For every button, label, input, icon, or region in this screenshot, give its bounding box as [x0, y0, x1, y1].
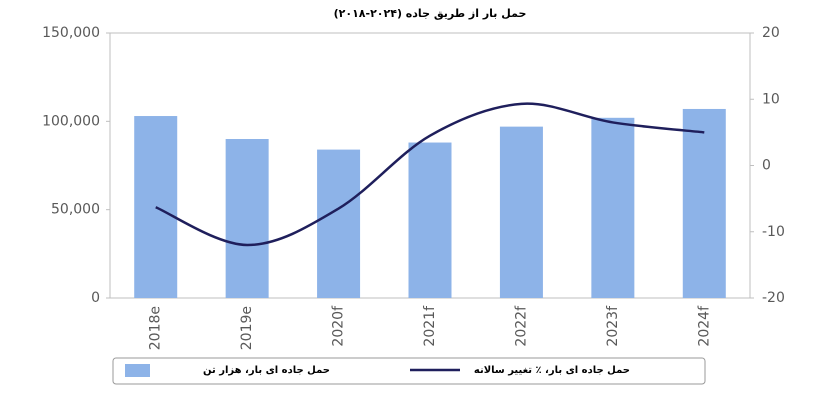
legend-box: [112, 357, 706, 385]
bar: [591, 117, 635, 298]
bar: [408, 142, 452, 298]
bar: [499, 126, 543, 298]
x-tick-label: 2022f: [513, 305, 529, 347]
y-tick-label: 150,000: [42, 25, 100, 41]
bar: [317, 149, 361, 298]
line: [155, 102, 705, 247]
legend-label: حمل جاده ای بار، هزار تن: [203, 365, 330, 376]
x-tick-label: 2023f: [605, 305, 621, 347]
y-tick-label: 100,000: [42, 113, 100, 129]
x-tick-label: 2020f: [331, 305, 347, 347]
y2-tick-label: -20: [762, 290, 785, 306]
y-tick-label: 0: [91, 290, 100, 306]
y2-tick-label: 20: [762, 25, 780, 41]
y-tick-label: 50,000: [51, 202, 100, 218]
x-tick-label: 2018e: [148, 306, 164, 350]
y2-tick-label: 0: [762, 158, 771, 174]
y2-tick-label: 10: [762, 91, 780, 107]
bar: [134, 116, 178, 299]
x-tick-label: 2021f: [422, 305, 438, 347]
legend-swatch: [125, 364, 150, 377]
x-tick-label: 2024f: [696, 305, 712, 347]
bar: [225, 139, 269, 298]
bar: [682, 108, 726, 298]
y2-tick-label: -10: [762, 224, 785, 240]
x-tick-label: 2019e: [239, 306, 255, 350]
legend-label: حمل جاده ای بار، ٪ تغییر سالانه: [474, 365, 630, 376]
chart-title: حمل بار از طریق جاده (۲۰۲۴-۲۰۱۸): [334, 7, 527, 20]
